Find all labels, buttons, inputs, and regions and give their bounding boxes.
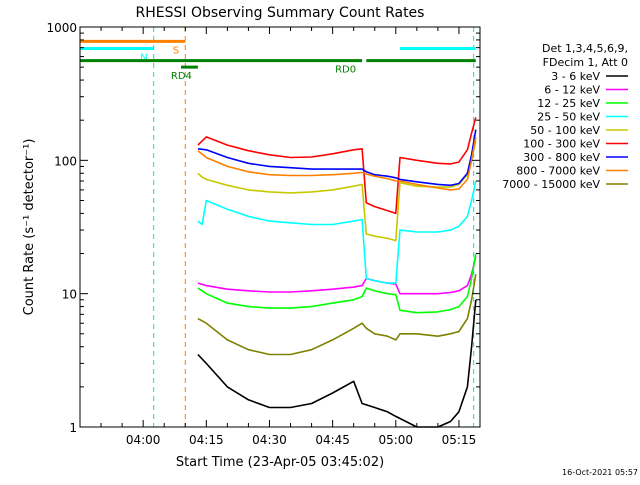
legend-label-6-12-kev: 6 - 12 keV: [544, 84, 600, 97]
legend-label-50-100-kev: 50 - 100 keV: [530, 124, 600, 137]
legend-label-300-800-kev: 300 - 800 keV: [523, 151, 600, 164]
data-layer: S N RD0 RD4: [80, 27, 477, 428]
legend-header-line-1: Det 1,3,4,5,6,9,: [542, 42, 628, 55]
series-line-6-12-kev: [197, 256, 477, 295]
series-line-50-100-kev: [197, 140, 477, 242]
axis-layer: 04:00 04:15 04:30 04:45 05:00 05:15 1 10 100 1000: [46, 21, 480, 447]
y-tick-label-1000: 1000: [46, 21, 77, 35]
legend-label-100-300-kev: 100 - 300 keV: [523, 138, 600, 151]
flag-label-s: S: [173, 45, 179, 56]
x-tick-label-05-00: 05:00: [378, 433, 413, 447]
x-tick-label-04-30: 04:30: [252, 433, 287, 447]
x-tick-label-04-00: 04:00: [126, 433, 161, 447]
series-line-7000-15000-kev: [197, 274, 477, 356]
legend: Det 1,3,4,5,6,9, FDecim 1, Att 0 3 - 6 k…: [502, 42, 628, 191]
x-tick-label-05-15: 05:15: [442, 433, 477, 447]
series-line-12-25-kev: [197, 253, 477, 314]
legend-label-25-50-kev: 25 - 50 keV: [537, 111, 600, 124]
plot-frame: [79, 26, 481, 428]
footer-date: 16-Oct-2021 05:57: [562, 468, 638, 477]
series-line-25-50-kev: [197, 180, 477, 284]
legend-label-3-6-kev: 3 - 6 keV: [551, 70, 600, 83]
series-line-100-300-kev: [197, 117, 477, 215]
y-tick-label-10: 10: [62, 288, 77, 302]
y-tick-label-100: 100: [54, 154, 77, 168]
flag-label-n: N: [140, 52, 147, 63]
legend-label-7000-15000-kev: 7000 - 15000 keV: [502, 178, 600, 191]
x-tick-label-04-15: 04:15: [189, 433, 224, 447]
chart-title: RHESSI Observing Summary Count Rates: [136, 5, 425, 21]
x-tick-label-04-45: 04:45: [315, 433, 350, 447]
y-tick-label-1: 1: [69, 421, 77, 435]
flag-label-rd0: RD0: [335, 65, 356, 76]
series-line-800-7000-kev: [197, 136, 477, 191]
y-axis-label: Count Rate (s⁻¹ detector⁻¹): [22, 139, 37, 316]
series-line-300-800-kev: [197, 129, 477, 187]
legend-label-800-7000-kev: 800 - 7000 keV: [516, 165, 600, 178]
legend-header-line-2: FDecim 1, Att 0: [543, 56, 628, 69]
legend-label-12-25-kev: 12 - 25 keV: [537, 97, 600, 110]
series-line-3-6-kev: [197, 299, 477, 428]
flag-label-rd4: RD4: [171, 71, 192, 82]
x-axis-label: Start Time (23-Apr-05 03:45:02): [176, 455, 384, 470]
